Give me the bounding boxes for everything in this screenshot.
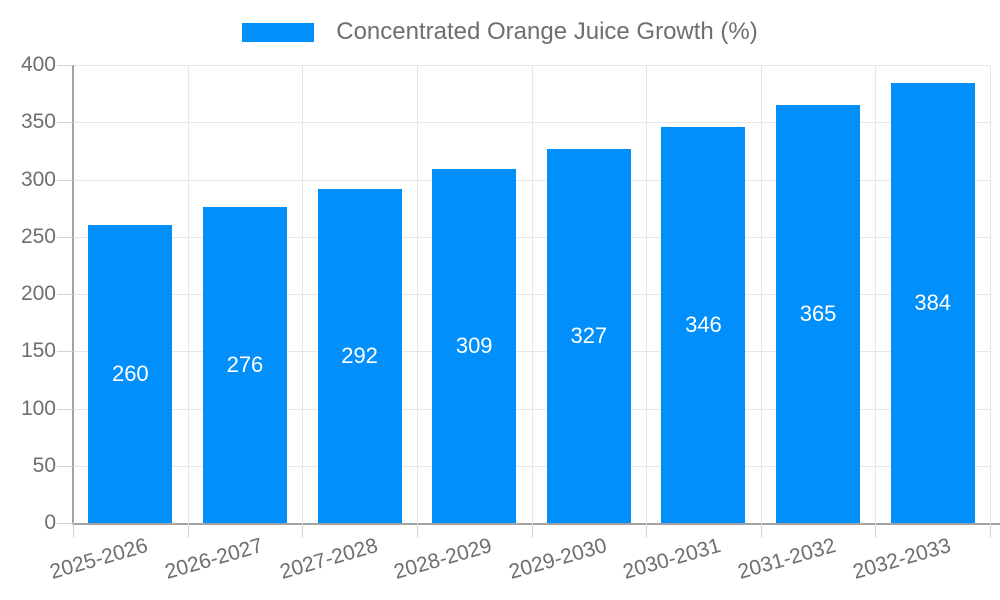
- v-gridline: [416, 65, 418, 523]
- bar-value-label: 292: [341, 342, 378, 368]
- bar-value-label: 309: [455, 333, 493, 359]
- y-tick-mark: [57, 351, 73, 353]
- bar-2029-2030[interactable]: 327: [546, 148, 631, 523]
- y-tick-label: 400: [20, 53, 56, 76]
- bar-2030-2031[interactable]: 346: [661, 126, 746, 523]
- y-tick-label: 150: [20, 339, 56, 363]
- bar-2032-2033[interactable]: 384: [890, 83, 975, 523]
- y-tick-label: 50: [32, 453, 56, 477]
- bar-2027-2028[interactable]: 292: [317, 188, 402, 523]
- bar-value-label: 260: [111, 361, 149, 387]
- bar-value-label: 276: [226, 351, 264, 377]
- x-tick-mark: [990, 523, 991, 538]
- x-tick-mark: [760, 523, 762, 538]
- y-axis-line: [72, 65, 74, 523]
- bar-value-label: 346: [685, 311, 722, 337]
- v-gridline: [531, 65, 533, 523]
- legend-item[interactable]: Concentrated Orange Juice Growth (%): [242, 18, 758, 46]
- x-tick-mark: [875, 523, 877, 538]
- bar-value-label: 384: [914, 290, 952, 316]
- y-tick-mark: [57, 236, 73, 238]
- v-gridline: [875, 65, 877, 523]
- plot-area: 260 276 292 309 327 346 365 384: [72, 65, 1000, 525]
- v-gridline: [302, 65, 304, 523]
- y-tick-mark: [57, 465, 73, 467]
- y-tick-label: 300: [20, 167, 56, 191]
- y-tick-mark: [57, 294, 73, 295]
- bar-2025-2026[interactable]: 260: [88, 225, 173, 523]
- v-gridline: [646, 65, 648, 523]
- y-tick-mark: [57, 122, 73, 124]
- bar-value-label: 365: [799, 301, 837, 327]
- y-tick-label: 0: [44, 511, 56, 534]
- x-tick-mark: [416, 523, 418, 538]
- y-tick-label: 100: [20, 396, 56, 420]
- x-axis-line: [72, 523, 1000, 525]
- bar-2028-2029[interactable]: 309: [432, 169, 517, 523]
- x-tick-mark: [646, 523, 648, 538]
- x-tick-mark: [73, 523, 74, 538]
- legend-swatch: [242, 22, 315, 42]
- bar-value-label: 327: [570, 322, 608, 348]
- bar-2031-2032[interactable]: 365: [776, 105, 861, 523]
- y-tick-label: 200: [20, 282, 56, 305]
- y-tick-mark: [57, 179, 73, 181]
- y-tick-mark: [57, 65, 73, 66]
- v-gridline: [990, 65, 991, 523]
- v-gridline: [187, 65, 189, 523]
- y-tick-mark: [57, 408, 73, 410]
- x-tick-mark: [187, 523, 189, 538]
- x-tick-mark: [531, 523, 533, 538]
- v-gridline: [760, 65, 762, 523]
- y-tick-label: 250: [20, 224, 56, 248]
- chart-legend: Concentrated Orange Juice Growth (%): [0, 18, 1000, 46]
- bar-2026-2027[interactable]: 276: [202, 206, 287, 523]
- y-tick-label: 350: [20, 110, 56, 134]
- legend-label: Concentrated Orange Juice Growth (%): [336, 18, 758, 45]
- y-tick-mark: [57, 523, 73, 524]
- x-tick-mark: [302, 523, 304, 538]
